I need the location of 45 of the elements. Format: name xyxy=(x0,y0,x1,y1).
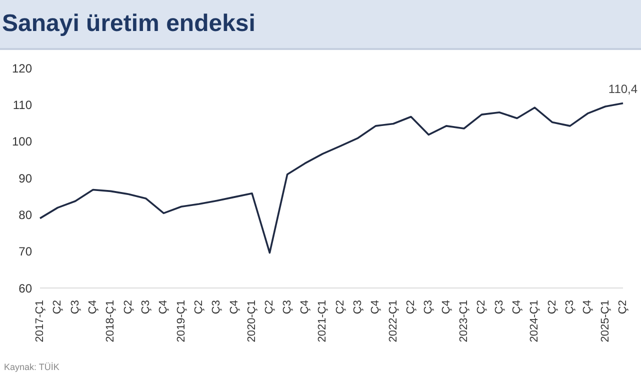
x-tick-label: Ç4 xyxy=(440,300,452,314)
x-tick-label: Ç3 xyxy=(422,300,435,314)
y-tick-label: 110 xyxy=(12,98,32,112)
x-tick-label: 2018-Ç1 xyxy=(104,300,117,342)
x-tick-label: Ç3 xyxy=(493,300,506,314)
x-tick-label: Ç3 xyxy=(352,300,364,314)
x-tick-label: Ç3 xyxy=(564,300,576,314)
y-tick-label: 120 xyxy=(12,61,32,76)
y-tick-label: 90 xyxy=(18,171,32,186)
x-tick-label: Ç4 xyxy=(299,300,311,314)
text: Kaynak: TÜİK xyxy=(4,362,60,372)
x-tick-label: Ç2 xyxy=(122,300,134,314)
chart-title: Sanayi üretim endeksi xyxy=(2,10,256,38)
x-tick-label: Ç2 xyxy=(334,300,346,314)
y-tick-label: 100 xyxy=(12,134,32,149)
y-tick-label: 70 xyxy=(18,244,32,259)
x-tick-label: Ç2 xyxy=(264,300,276,314)
x-tick-label: 2025-Ç1 xyxy=(599,300,612,342)
x-tick-label: 2024-Ç1 xyxy=(528,300,541,342)
y-tick-label: 60 xyxy=(18,281,32,296)
x-tick-label: Ç4 xyxy=(582,300,594,314)
x-tick-label: Ç3 xyxy=(281,300,294,314)
x-tick-label: Ç4 xyxy=(87,300,99,314)
x-tick-label: 2019-Ç1 xyxy=(175,300,188,342)
line-series xyxy=(39,102,624,254)
x-tick-label: Ç4 xyxy=(158,300,170,314)
x-tick-label: Ç2 xyxy=(52,300,64,314)
x-tick-label: Ç4 xyxy=(511,300,523,314)
x-tick-label: Ç2 xyxy=(617,300,629,314)
x-tick-label: Ç4 xyxy=(370,300,382,314)
x-tick-label: Ç3 xyxy=(69,300,82,314)
x-tick-label: Ç2 xyxy=(193,300,205,314)
x-tick-label: Ç2 xyxy=(476,300,488,314)
x-tick-label: 2017-Ç1 xyxy=(34,300,46,342)
data-label: 110,4 xyxy=(608,82,638,96)
x-tick-label: Ç2 xyxy=(546,300,558,314)
x-tick-label: 2021-Ç1 xyxy=(316,300,329,342)
x-tick-label: 2022-Ç1 xyxy=(387,300,400,342)
y-tick-label: 80 xyxy=(18,208,32,222)
x-tick-label: Ç4 xyxy=(228,300,240,314)
x-tick-label: Ç2 xyxy=(405,300,417,314)
x-tick-label: Ç3 xyxy=(210,300,223,314)
x-tick-label: Ç3 xyxy=(140,300,152,314)
x-tick-label: 2020-Ç1 xyxy=(246,300,258,342)
x-tick-label: 2023-Ç1 xyxy=(458,300,470,342)
